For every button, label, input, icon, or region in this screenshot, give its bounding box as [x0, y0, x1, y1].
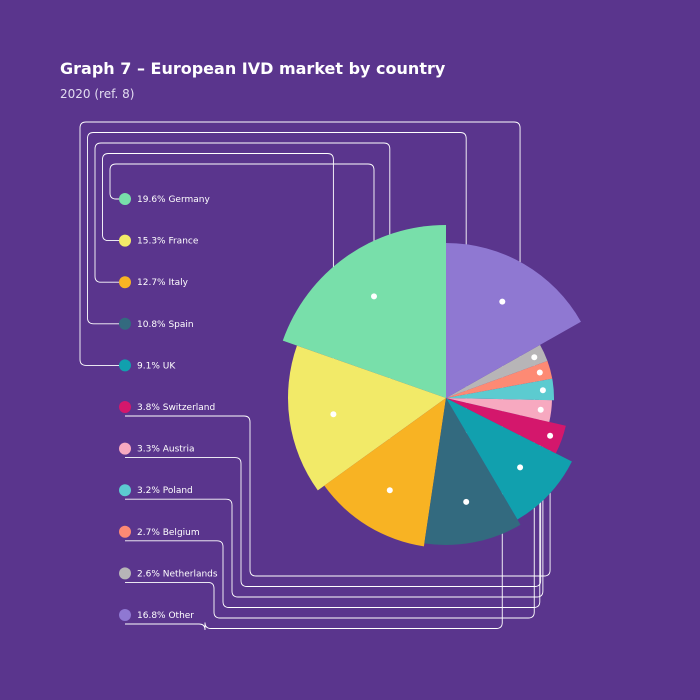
legend-label-france: 15.3% France: [137, 237, 199, 247]
leader-line-netherlands: [125, 357, 535, 619]
slice-dot-uk: [517, 464, 524, 471]
slice-poland: [446, 378, 555, 401]
slice-austria: [446, 398, 552, 422]
slice-dot-austria: [537, 406, 544, 413]
legend-swatch-switzerland: [119, 401, 131, 413]
leader-lines: [79, 121, 551, 631]
leader-line-france: [102, 153, 334, 415]
legend-label-netherlands: 2.6% Netherlands: [137, 569, 218, 579]
slice-dot-poland: [539, 387, 546, 394]
slice-dot-netherlands: [531, 354, 538, 361]
legend-label-uk: 9.1% UK: [137, 361, 176, 371]
chart-subtitle: 2020 (ref. 8): [60, 87, 134, 101]
slice-dot-spain: [463, 498, 470, 505]
legend-label-italy: 12.7% Italy: [137, 278, 189, 288]
slice-dot-italy: [386, 487, 393, 494]
leader-line-other: [125, 301, 503, 631]
slice-germany: [282, 225, 446, 398]
legend-swatch-france: [119, 234, 131, 247]
slice-dot-germany: [371, 293, 377, 300]
leader-line-belgium: [125, 372, 541, 608]
leader-line-italy: [94, 142, 391, 491]
legend-swatch-poland: [119, 484, 131, 497]
slice-switzerland: [446, 398, 566, 454]
slice-belgium: [446, 360, 553, 398]
pie-slices: [282, 225, 581, 547]
slice-other: [446, 243, 581, 398]
legend-swatch-uk: [119, 359, 131, 372]
legend-swatch-belgium: [119, 525, 131, 538]
slice-dot-switzerland: [547, 432, 554, 439]
legend-label-switzerland: 3.8% Switzerland: [137, 403, 215, 413]
slice-dot-france: [330, 411, 337, 418]
leader-line-germany: [109, 163, 375, 297]
legend-swatch-austria: [119, 442, 131, 455]
leader-line-uk: [79, 121, 521, 468]
slice-france: [287, 345, 446, 491]
chart-title: Graph 7 – European IVD market by country: [60, 59, 446, 78]
legend: 19.6% Germany 15.3% France 12.7% Italy 10.8…: [119, 193, 218, 621]
legend-swatch-spain: [119, 317, 131, 330]
leader-line-poland: [125, 390, 544, 598]
legend-label-austria: 3.3% Austria: [137, 445, 195, 455]
legend-swatch-other: [119, 609, 131, 621]
slice-dot-belgium: [536, 369, 543, 376]
slice-anchor-dots: [330, 293, 554, 505]
legend-label-belgium: 2.7% Belgium: [137, 528, 200, 538]
leader-line-spain: [87, 132, 467, 502]
legend-label-spain: 10.8% Spain: [137, 320, 194, 330]
legend-label-poland: 3.2% Poland: [137, 486, 193, 496]
slice-uk: [446, 398, 572, 520]
slice-dot-other: [499, 298, 506, 305]
slice-spain: [424, 398, 521, 546]
slice-italy: [324, 398, 446, 547]
legend-label-other: 16.8% Other: [137, 611, 194, 621]
leader-line-switzerland: [125, 415, 551, 577]
legend-label-germany: 19.6% Germany: [137, 195, 210, 205]
slice-netherlands: [446, 344, 548, 398]
legend-swatch-germany: [119, 193, 131, 205]
legend-swatch-netherlands: [119, 567, 131, 580]
legend-swatch-italy: [119, 276, 131, 289]
